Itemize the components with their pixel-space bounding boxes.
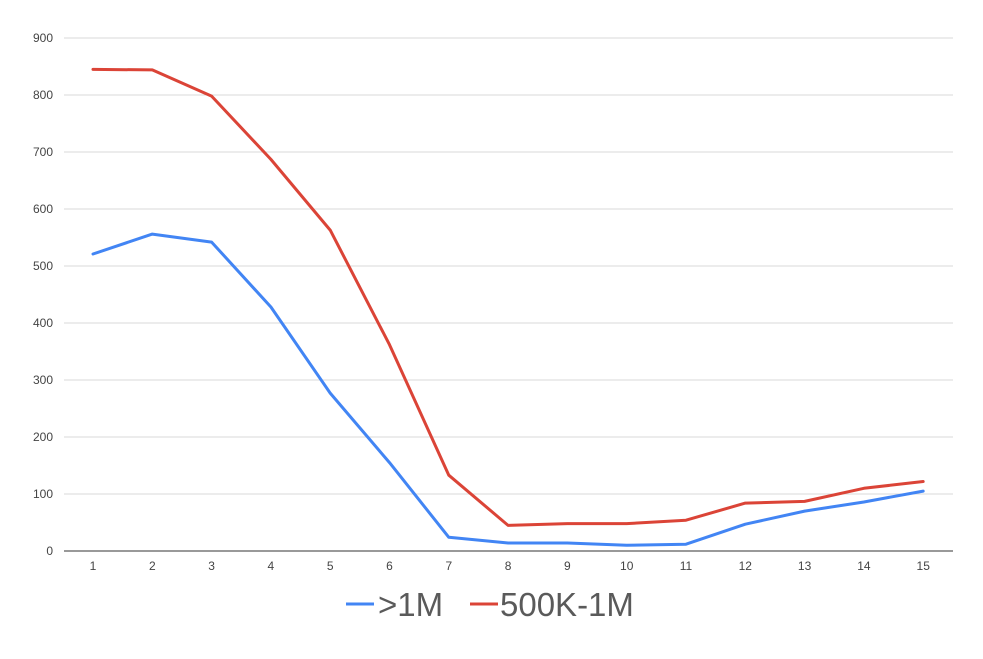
legend: >1M 500K-1M <box>346 586 634 623</box>
data-point <box>803 500 806 503</box>
y-tick-label: 0 <box>46 544 53 558</box>
x-tick-label: 7 <box>445 559 452 573</box>
x-tick-label: 6 <box>386 559 393 573</box>
data-point <box>922 489 925 493</box>
legend-label: 500K-1M <box>500 586 634 623</box>
x-tick-label: 4 <box>268 559 275 573</box>
data-point <box>210 94 213 98</box>
data-point <box>862 500 866 504</box>
x-tick-label: 2 <box>149 559 156 573</box>
y-tick-label: 800 <box>33 88 53 102</box>
data-point <box>566 522 569 525</box>
x-tick-label: 8 <box>505 559 512 573</box>
data-point <box>388 343 391 346</box>
x-tick-label: 12 <box>739 559 753 573</box>
y-tick-label: 200 <box>33 430 53 444</box>
data-point <box>91 68 95 71</box>
data-point <box>269 158 273 161</box>
x-tick-label: 5 <box>327 559 334 573</box>
data-point <box>151 232 154 236</box>
data-point <box>447 473 450 477</box>
y-axis-ticks: 0 100 200 300 400 500 600 700 800 900 <box>33 31 53 558</box>
y-tick-label: 300 <box>33 373 53 387</box>
x-tick-label: 3 <box>208 559 215 573</box>
x-tick-label: 10 <box>620 559 634 573</box>
data-point <box>388 461 391 464</box>
x-tick-label: 11 <box>680 559 693 573</box>
y-tick-label: 900 <box>33 31 53 45</box>
y-tick-label: 600 <box>33 202 53 216</box>
data-point <box>91 252 95 256</box>
x-tick-label: 1 <box>90 559 97 573</box>
data-point <box>447 536 450 539</box>
y-tick-label: 400 <box>33 316 53 330</box>
x-tick-label: 13 <box>798 559 812 573</box>
x-tick-label: 9 <box>564 559 571 573</box>
data-point <box>329 228 332 232</box>
data-point <box>625 544 628 547</box>
data-point <box>566 541 569 545</box>
data-point <box>269 305 273 309</box>
data-point <box>803 509 806 513</box>
y-tick-label: 100 <box>33 487 53 501</box>
x-tick-label: 14 <box>857 559 871 573</box>
data-point <box>684 519 688 522</box>
series-lines <box>91 67 925 547</box>
gridlines <box>64 37 953 552</box>
data-point <box>151 68 154 72</box>
data-point <box>862 487 866 490</box>
data-point <box>210 240 213 244</box>
data-point <box>506 541 510 545</box>
data-point <box>506 524 510 527</box>
legend-item: >1M <box>346 586 443 623</box>
series-line-1 <box>91 67 925 527</box>
data-point <box>744 501 747 505</box>
y-tick-label: 700 <box>33 145 53 159</box>
data-point <box>684 542 688 546</box>
series-line-0 <box>91 232 925 547</box>
y-tick-label: 500 <box>33 259 53 273</box>
data-point <box>329 391 332 395</box>
x-tick-label: 15 <box>917 559 931 573</box>
data-point <box>625 522 628 525</box>
data-point <box>744 523 747 526</box>
x-axis-ticks: 1 2 3 4 5 6 7 8 9 10 11 12 13 14 15 <box>90 559 931 573</box>
data-point <box>922 480 925 483</box>
legend-label: >1M <box>378 586 443 623</box>
legend-item: 500K-1M <box>470 586 634 623</box>
